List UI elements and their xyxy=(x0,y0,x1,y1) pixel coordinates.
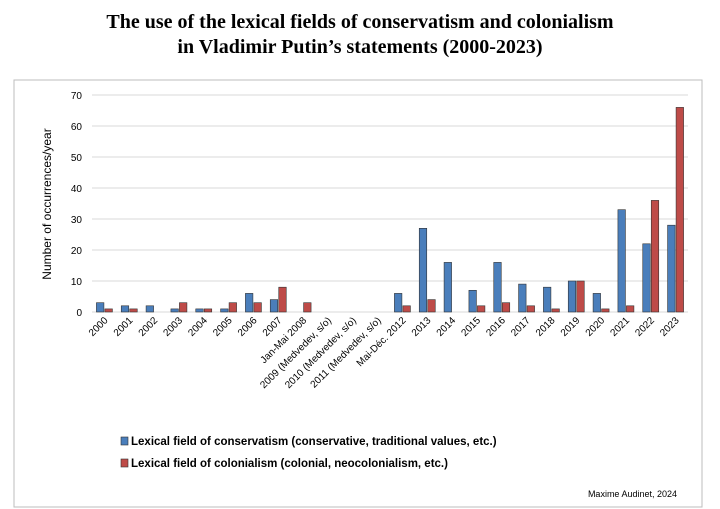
colonialism-bar xyxy=(104,308,113,313)
colonialism-bar xyxy=(526,305,535,313)
x-tick-label: 2006 xyxy=(236,315,260,339)
x-tick-label: 2000 xyxy=(87,315,111,339)
conservatism-bar xyxy=(269,299,279,313)
x-tick-label: 2015 xyxy=(460,315,484,339)
colonialism-bar xyxy=(129,308,138,313)
legend-swatch xyxy=(120,436,129,446)
colonialism-bar xyxy=(626,305,635,313)
chart-title: The use of the lexical fields of conserv… xyxy=(0,10,720,60)
colonialism-bar xyxy=(427,299,436,313)
y-tick-label: 0 xyxy=(76,308,82,319)
colonialism-bar xyxy=(402,305,411,313)
x-tick-label: 2005 xyxy=(211,315,235,339)
conservatism-bar xyxy=(543,286,552,313)
x-tick-label: 2002 xyxy=(137,315,161,339)
x-tick-label: 2023 xyxy=(658,315,682,339)
conservatism-bar xyxy=(220,308,229,313)
x-tick-label: 2014 xyxy=(435,315,459,339)
conservatism-bar xyxy=(667,224,676,313)
y-tick-label: 10 xyxy=(71,277,83,288)
y-tick-label: 40 xyxy=(71,184,83,195)
conservatism-bar xyxy=(518,283,527,313)
conservatism-bar xyxy=(443,262,452,313)
y-tick-label: 50 xyxy=(71,153,83,164)
conservatism-bar xyxy=(170,308,179,313)
conservatism-bar xyxy=(145,305,154,313)
conservatism-bar xyxy=(642,243,651,313)
chart-title-line1: The use of the lexical fields of conserv… xyxy=(106,11,614,33)
conservatism-bar xyxy=(468,289,477,313)
conservatism-bar xyxy=(592,293,601,313)
colonialism-bar xyxy=(477,305,486,313)
x-tick-label: 2013 xyxy=(410,315,434,339)
conservatism-bar xyxy=(567,280,577,313)
conservatism-bar xyxy=(120,305,130,313)
x-tick-label: 2016 xyxy=(484,315,508,339)
colonialism-bar xyxy=(203,308,213,313)
x-tick-label: 2001 xyxy=(112,315,136,339)
legend-label: Lexical field of colonialism (colonial, … xyxy=(131,458,448,470)
x-tick-label: 2020 xyxy=(584,315,608,339)
colonialism-bar xyxy=(228,302,237,313)
colonialism-bar xyxy=(303,302,312,313)
y-tick-label: 70 xyxy=(71,91,83,102)
credit: Maxime Audinet, 2024 xyxy=(588,489,677,499)
colonialism-bar xyxy=(650,200,660,313)
y-tick-label: 30 xyxy=(71,215,83,226)
legend-label: Lexical field of conservatism (conservat… xyxy=(131,436,497,448)
conservatism-bar xyxy=(418,228,428,313)
colonialism-bar xyxy=(253,302,262,313)
x-tick-label: 2019 xyxy=(559,315,583,339)
conservatism-bar xyxy=(394,293,403,313)
colonialism-bar xyxy=(551,308,560,313)
x-tick-label: 2004 xyxy=(186,315,210,339)
y-tick-label: 60 xyxy=(71,122,83,133)
colonialism-bar xyxy=(278,286,287,313)
conservatism-bar xyxy=(493,262,502,313)
x-tick-label: 2022 xyxy=(633,315,657,339)
x-tick-label: 2017 xyxy=(509,315,533,339)
conservatism-bar xyxy=(96,302,105,313)
y-axis-label: Number of occurrences/year xyxy=(40,128,54,279)
chart-frame xyxy=(13,79,703,508)
colonialism-bar xyxy=(179,302,188,313)
x-tick-label: 2021 xyxy=(609,315,633,339)
conservatism-bar xyxy=(245,293,254,313)
x-tick-label: 2003 xyxy=(162,315,186,339)
legend-swatch xyxy=(120,458,129,468)
y-tick-label: 20 xyxy=(71,246,83,257)
conservatism-bar xyxy=(617,209,626,313)
colonialism-bar xyxy=(501,302,511,313)
colonialism-bar xyxy=(675,107,684,313)
conservatism-bar xyxy=(195,308,204,313)
chart-title-line2: in Vladimir Putin’s statements (2000-202… xyxy=(177,36,543,58)
x-tick-label: 2018 xyxy=(534,315,558,339)
colonialism-bar xyxy=(601,308,610,313)
colonialism-bar xyxy=(576,280,585,313)
